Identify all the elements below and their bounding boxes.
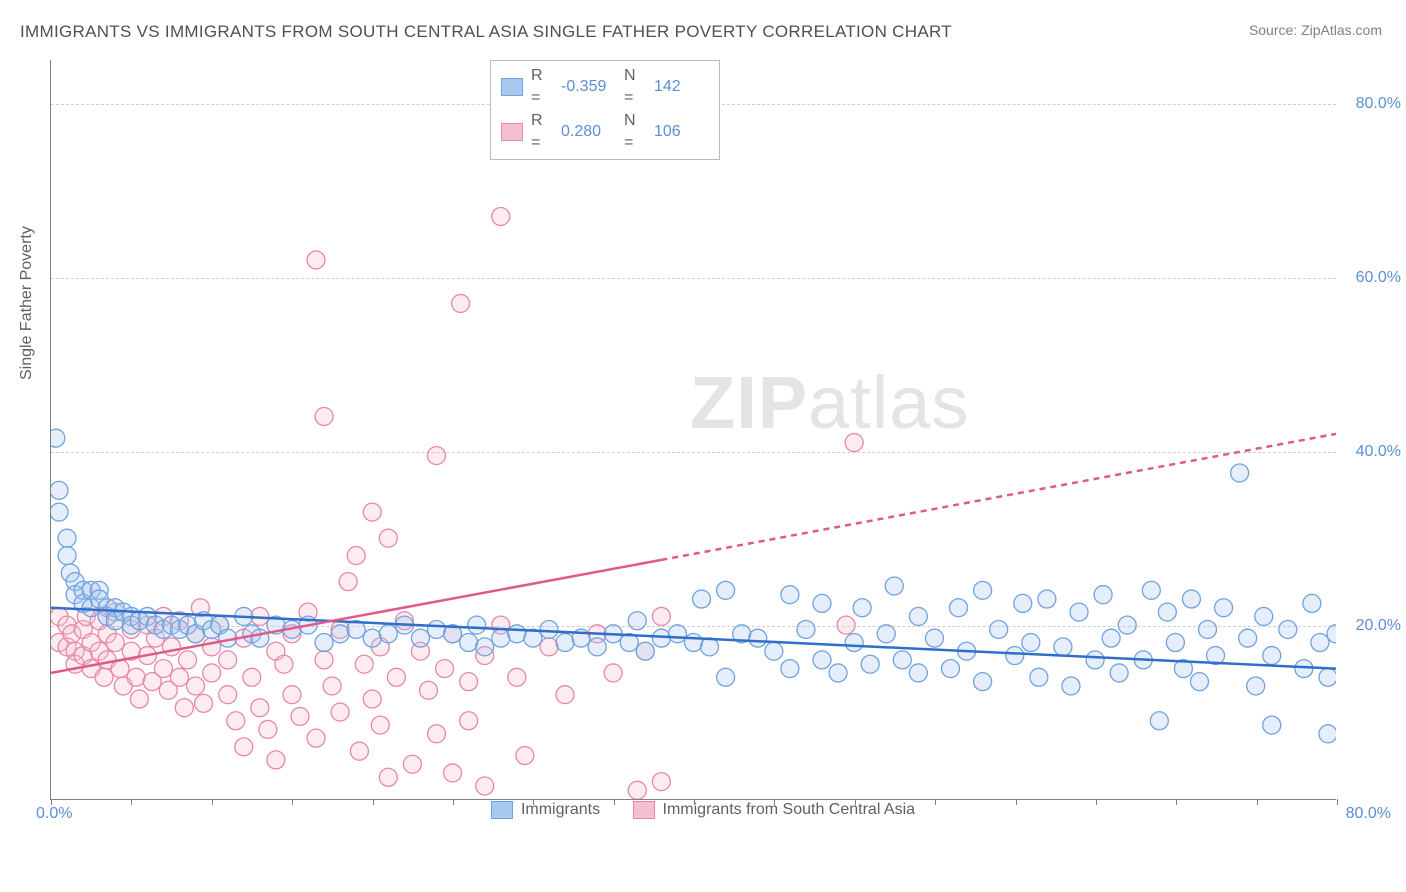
n-value-blue: 142 [654,76,709,98]
swatch-pink-icon [633,801,655,819]
source-attribution: Source: ZipAtlas.com [1249,22,1382,38]
legend-row-blue: R = -0.359 N = 142 [501,65,709,110]
y-tick-label: 80.0% [1356,95,1401,113]
legend-label-blue: Immigrants [521,801,600,819]
legend-row-pink: R = 0.280 N = 106 [501,110,709,155]
correlation-legend: R = -0.359 N = 142 R = 0.280 N = 106 [490,60,720,160]
swatch-pink [501,123,523,141]
chart-title: IMMIGRANTS VS IMMIGRANTS FROM SOUTH CENT… [20,22,952,42]
scatter-svg [51,60,1336,799]
y-tick-label: 20.0% [1356,617,1401,635]
legend-item-pink: Immigrants from South Central Asia [633,801,916,819]
legend-item-blue: Immigrants [491,801,600,819]
chart-plot-area: 20.0%40.0%60.0%80.0%0.0%80.0% [50,60,1336,800]
swatch-blue-icon [491,801,513,819]
legend-label-pink: Immigrants from South Central Asia [663,801,916,819]
r-value-pink: 0.280 [561,121,616,143]
y-axis-title: Single Father Poverty [18,226,36,380]
swatch-blue [501,78,523,96]
r-value-blue: -0.359 [561,76,616,98]
y-tick-label: 60.0% [1356,269,1401,287]
y-tick-label: 40.0% [1356,443,1401,461]
n-value-pink: 106 [654,121,709,143]
series-legend: Immigrants Immigrants from South Central… [0,801,1406,824]
